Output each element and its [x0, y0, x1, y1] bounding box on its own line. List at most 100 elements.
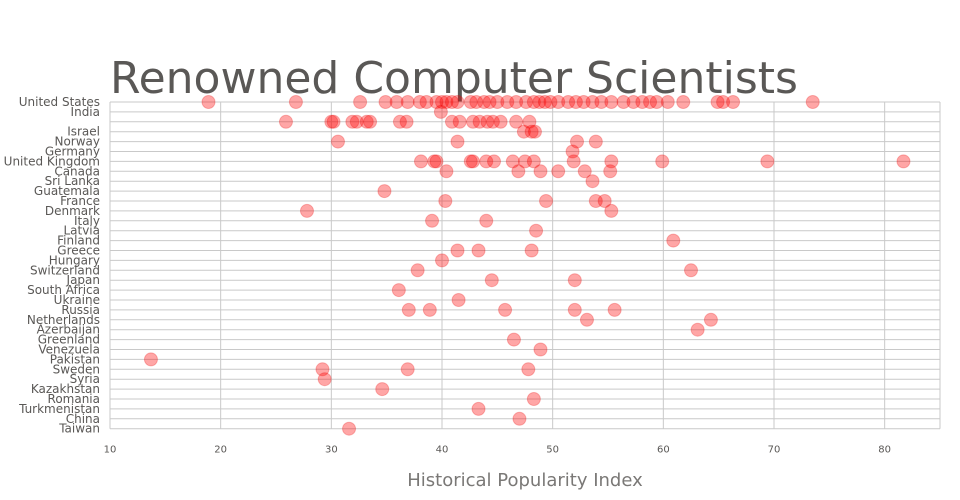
- data-point: [439, 95, 454, 109]
- data-point: [684, 263, 698, 278]
- data-point: [660, 95, 675, 109]
- category-label: India: [71, 105, 100, 119]
- data-point: [465, 154, 480, 169]
- chart-title: Renowned Computer Scientists: [110, 53, 798, 104]
- data-point: [480, 114, 495, 129]
- x-tick-label: 30: [325, 445, 338, 456]
- category-label: United Kingdom: [4, 154, 100, 168]
- grid-layer: [109, 101, 941, 430]
- data-point: [451, 293, 466, 307]
- category-label: Ukraine: [54, 293, 100, 307]
- data-point: [435, 95, 449, 109]
- data-point: [482, 95, 497, 109]
- category-label: Romania: [48, 392, 100, 406]
- data-point: [604, 95, 619, 109]
- data-point: [512, 411, 527, 426]
- data-point: [353, 95, 368, 109]
- data-point: [543, 95, 558, 109]
- data-point: [299, 203, 314, 218]
- data-point: [400, 95, 415, 109]
- data-point: [401, 302, 416, 317]
- x-tick-label: 50: [546, 445, 559, 456]
- data-point: [429, 154, 444, 169]
- data-point: [345, 114, 360, 129]
- data-point: [450, 243, 465, 258]
- data-point: [143, 352, 158, 367]
- data-point: [505, 154, 520, 169]
- data-point: [511, 164, 526, 179]
- data-point: [585, 95, 600, 109]
- data-point: [493, 114, 508, 129]
- x-tick-label: 40: [436, 445, 449, 456]
- category-label: United States: [19, 95, 100, 109]
- data-point: [389, 95, 404, 109]
- data-point: [690, 322, 705, 337]
- data-point: [435, 253, 449, 268]
- category-label: South Africa: [27, 283, 100, 297]
- data-point: [529, 223, 544, 238]
- category-label: Latvia: [63, 224, 100, 238]
- data-point: [509, 114, 524, 129]
- data-point: [413, 154, 428, 169]
- data-point: [375, 382, 390, 397]
- category-label: Germany: [45, 145, 100, 159]
- category-label: Canada: [54, 164, 100, 178]
- data-point: [500, 95, 515, 109]
- data-point: [676, 95, 691, 109]
- data-point: [527, 124, 542, 139]
- data-point: [588, 134, 603, 149]
- data-point: [359, 114, 374, 129]
- category-label: Switzerland: [30, 263, 100, 277]
- category-label: Venezuela: [38, 343, 100, 357]
- category-label: Denmark: [45, 204, 100, 218]
- data-point: [463, 154, 478, 169]
- data-point: [537, 95, 552, 109]
- data-point: [570, 134, 585, 149]
- data-point: [518, 154, 532, 169]
- data-point: [577, 164, 592, 179]
- data-point: [465, 114, 480, 129]
- data-point: [487, 154, 502, 169]
- data-point: [471, 401, 486, 416]
- data-point: [317, 372, 332, 387]
- data-point: [377, 184, 392, 199]
- data-point: [469, 95, 484, 109]
- data-point: [522, 114, 537, 129]
- data-point: [805, 95, 820, 109]
- data-point: [521, 362, 536, 377]
- data-point: [450, 134, 465, 149]
- data-point: [278, 114, 293, 129]
- category-label: Sweden: [53, 362, 100, 376]
- data-point: [439, 164, 454, 179]
- data-point: [479, 213, 494, 228]
- x-tick-label: 20: [214, 445, 227, 456]
- data-point: [490, 95, 505, 109]
- data-point: [342, 421, 357, 436]
- data-point: [399, 114, 414, 129]
- data-point: [533, 164, 548, 179]
- x-axis-title: Historical Popularity Index: [407, 470, 643, 491]
- data-point: [703, 312, 718, 327]
- category-label: Azerbaijan: [37, 323, 100, 337]
- data-point: [472, 114, 487, 129]
- data-point: [607, 302, 622, 317]
- data-point: [532, 95, 547, 109]
- data-point: [565, 144, 580, 159]
- data-point: [463, 95, 478, 109]
- x-tick-label: 10: [104, 445, 117, 456]
- data-point: [410, 263, 425, 278]
- data-point: [551, 95, 566, 109]
- data-point: [444, 114, 459, 129]
- x-tick-label: 70: [768, 445, 781, 456]
- data-point: [450, 95, 465, 109]
- data-point: [288, 95, 303, 109]
- data-point: [324, 114, 339, 129]
- data-point: [526, 95, 541, 109]
- category-label: Italy: [74, 214, 100, 228]
- data-point: [524, 243, 539, 258]
- x-tick-label: 60: [657, 445, 670, 456]
- data-point: [710, 95, 725, 109]
- data-point: [616, 95, 631, 109]
